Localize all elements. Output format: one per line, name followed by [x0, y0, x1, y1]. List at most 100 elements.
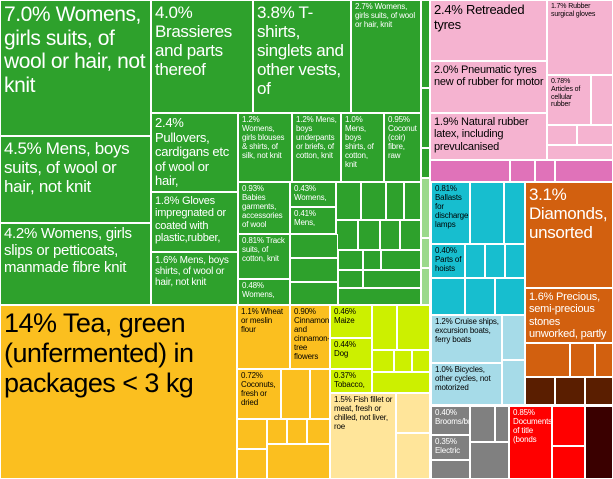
treemap-cell-minor	[380, 220, 400, 250]
treemap-cell-label: 0.43% Womens,	[294, 184, 327, 202]
treemap-cell-minor	[287, 419, 307, 444]
treemap-cell-minor	[381, 250, 421, 270]
treemap-cell-minor	[495, 406, 509, 442]
treemap-cell-minor	[338, 250, 363, 270]
treemap-cell-minor	[421, 0, 430, 88]
treemap-cell: 0.44% Dog	[330, 338, 372, 369]
treemap-cell-label: 1.2% Mens, boys underpants or briefs, of…	[296, 115, 337, 160]
treemap-cell-minor	[552, 446, 585, 479]
treemap-cell-minor	[372, 350, 394, 372]
treemap-cell-minor	[421, 238, 430, 268]
treemap-cell: 0.72% Coconuts, fresh or dried	[237, 369, 281, 419]
treemap-cell: 7.0% Womens, girls suits, of wool or hai…	[0, 0, 151, 136]
treemap-cell-minor	[585, 377, 613, 405]
treemap-cell-minor	[412, 350, 430, 372]
treemap-cell-minor	[338, 270, 363, 288]
treemap-cell-label: 0.35% Electric	[435, 437, 460, 455]
treemap-cell-minor	[577, 125, 613, 145]
treemap-cell-label: 0.37% Tobacco,	[334, 371, 365, 389]
treemap-cell-minor	[281, 369, 310, 419]
treemap-cell: 1.0% Bicycles, other cycles, not motoriz…	[431, 363, 502, 405]
treemap-cell-label: 0.41% Mens,	[294, 209, 316, 227]
treemap-cell: 0.43% Womens,	[290, 182, 336, 207]
treemap-cell-label: 1.0% Mens, boys shirts, of cotton, knit	[345, 115, 374, 169]
treemap-cell-minor	[404, 182, 421, 220]
treemap-cell-minor	[470, 182, 504, 244]
treemap-cell-minor	[237, 449, 267, 479]
treemap-cell-minor	[358, 220, 380, 250]
treemap-cell-minor	[525, 377, 555, 405]
treemap-cell-minor	[336, 182, 361, 220]
treemap-cell: 4.5% Mens, boys suits, of wool or hair, …	[0, 136, 151, 223]
treemap-cell-label: 0.40% Parts of hoists	[435, 246, 462, 273]
treemap-cell-minor	[397, 305, 430, 350]
treemap-cell-label: 1.6% Precious, semi-precious stones unwo…	[529, 291, 607, 340]
treemap-cell-minor	[465, 244, 485, 278]
treemap-cell: 1.2% Mens, boys underpants or briefs, of…	[292, 113, 341, 182]
treemap-cell-label: 4.5% Mens, boys suits, of wool or hair, …	[4, 139, 130, 197]
treemap-cell-minor	[495, 278, 525, 315]
treemap-cell-label: 4.2% Womens, girls slips or petticoats, …	[4, 225, 132, 276]
treemap-cell: 4.0% Brassieres and parts thereof	[151, 0, 253, 113]
treemap-cell-minor	[421, 148, 430, 178]
treemap-cell: 0.95% Coconut (coir) fibre, raw	[384, 113, 421, 182]
treemap-cell-label: 7.0% Womens, girls suits, of wool or hai…	[4, 3, 146, 97]
treemap-cell: 1.0% Mens, boys shirts, of cotton, knit	[341, 113, 384, 182]
treemap-cell-minor	[535, 160, 555, 182]
treemap-cell: 2.7% Womens, girls suits, of wool or hai…	[351, 0, 421, 113]
treemap-cell-minor	[338, 288, 421, 305]
treemap-cell-minor	[290, 234, 338, 258]
treemap-cell-label: 0.85% Documents of title (bonds	[513, 408, 552, 444]
treemap-cell: 1.9% Natural rubber latex, including pre…	[430, 113, 547, 160]
treemap-cell-label: 1.1% Wheat or meslin flour	[241, 307, 283, 334]
treemap-cell-label: 0.46% Maize	[334, 307, 356, 325]
treemap-cell-minor	[485, 244, 505, 278]
treemap-cell-label: 1.2% Cruise ships, excursion boats, ferr…	[435, 317, 499, 344]
treemap-cell-label: 2.7% Womens, girls suits, of wool or hai…	[355, 2, 415, 29]
treemap-cell-minor	[421, 268, 430, 305]
treemap-cell-label: 2.4% Retreaded tyres	[434, 2, 525, 32]
treemap-cell-minor	[547, 145, 613, 160]
treemap-cell: 2.4% Pullovers, cardigans etc of wool or…	[151, 113, 238, 192]
treemap-cell: 0.40% Parts of hoists	[431, 244, 465, 278]
treemap-cell: 2.0% Pneumatic tyres new of rubber for m…	[430, 61, 547, 113]
treemap-cell-minor	[510, 160, 535, 182]
treemap-cell: 1.2% Womens, girls blouses & shirts, of …	[238, 113, 292, 182]
treemap-cell: 1.8% Gloves impregnated or coated with p…	[151, 192, 238, 252]
treemap-cell-minor	[552, 406, 585, 446]
treemap-cell-minor	[363, 270, 421, 288]
treemap-cell-label: 2.0% Pneumatic tyres new of rubber for m…	[434, 64, 544, 89]
treemap-cell-label: 0.72% Coconuts, fresh or dried	[241, 371, 276, 407]
treemap-cell-label: 0.48% Womens,	[242, 281, 275, 299]
treemap-cell-minor	[372, 305, 397, 350]
treemap-cell-label: 2.4% Pullovers, cardigans etc of wool or…	[155, 115, 229, 189]
treemap-cell-label: 0.93% Babies garments, accessories of wo…	[242, 184, 283, 229]
treemap-cell: 0.37% Tobacco,	[330, 369, 372, 393]
treemap-cell: 1.7% Rubber surgical gloves	[547, 0, 613, 75]
treemap-cell: 1.5% Fish fillet or meat, fresh or chill…	[330, 393, 396, 479]
treemap-cell-minor	[591, 75, 613, 125]
treemap-cell-minor	[502, 360, 525, 405]
treemap-cell: 1.6% Precious, semi-precious stones unwo…	[525, 288, 613, 343]
treemap-cell: 0.78% Articles of cellular rubber	[547, 75, 591, 125]
treemap-cell-minor	[431, 460, 470, 479]
treemap-cell: 0.40% Brooms/brushes	[431, 406, 470, 435]
treemap-cell-label: 4.0% Brassieres and parts thereof	[155, 3, 232, 80]
treemap-cell: 3.1% Diamonds, unsorted	[525, 182, 613, 288]
treemap-cell-minor	[504, 182, 525, 244]
treemap-cell-minor	[505, 244, 525, 278]
treemap-cell-minor	[400, 220, 421, 250]
treemap-cell: 1.6% Mens, boys shirts, of wool or hair,…	[151, 252, 238, 305]
treemap-cell-label: 0.78% Articles of cellular rubber	[551, 78, 581, 109]
treemap-cell: 3.8% T-shirts, singlets and other vests,…	[253, 0, 351, 113]
treemap-cell-label: 1.6% Mens, boys shirts, of wool or hair,…	[155, 255, 229, 289]
treemap-cell-label: 1.2% Womens, girls blouses & shirts, of …	[242, 115, 285, 160]
treemap-cell-minor	[363, 250, 381, 270]
treemap-cell-minor	[430, 160, 510, 182]
treemap-cell: 0.41% Mens,	[290, 207, 336, 234]
treemap-cell-label: 0.40% Brooms/brushes	[435, 408, 469, 426]
treemap-cell: 4.2% Womens, girls slips or petticoats, …	[0, 223, 151, 305]
treemap-cell: 0.46% Maize	[330, 305, 372, 338]
treemap-cell-minor	[396, 433, 430, 479]
